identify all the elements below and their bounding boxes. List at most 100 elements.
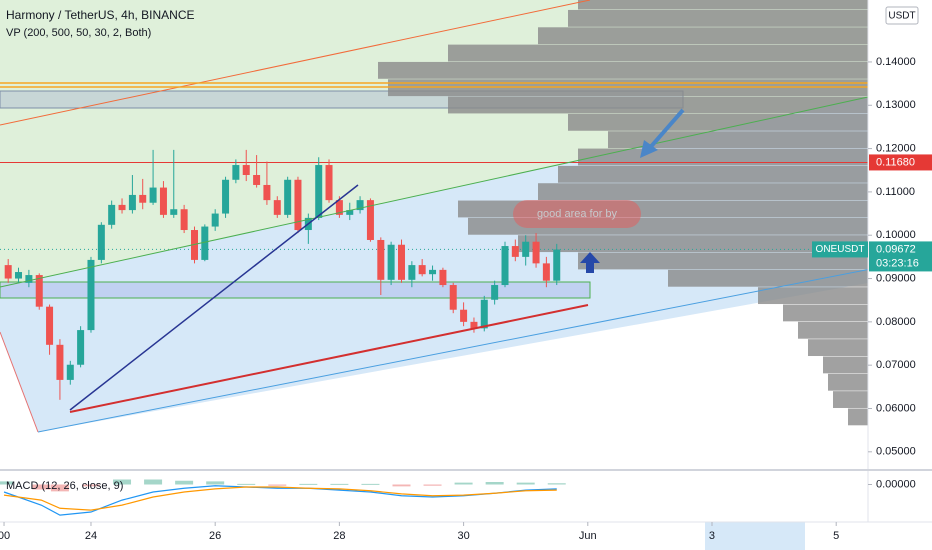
x-tick-label: 26 xyxy=(209,530,221,542)
candle-body xyxy=(366,200,374,240)
macd-histogram xyxy=(0,481,14,485)
candle-body xyxy=(191,230,199,260)
symbol-box xyxy=(812,241,868,258)
candle-body xyxy=(97,224,105,260)
macd-histogram xyxy=(268,484,287,486)
candle-body xyxy=(408,265,416,280)
macd-histogram xyxy=(423,484,442,486)
macd-histogram xyxy=(237,483,256,485)
profile-bar xyxy=(568,113,868,131)
channel-bottom xyxy=(37,256,932,433)
candle-body xyxy=(553,249,561,281)
profile-bar xyxy=(578,0,868,10)
macd-histogram xyxy=(299,483,318,485)
x-tick-label: 24 xyxy=(85,530,97,542)
profile-bar xyxy=(538,27,868,45)
candle-body xyxy=(180,209,188,231)
macd-tick-label: 0.00000 xyxy=(876,478,916,490)
candle-body xyxy=(87,259,95,331)
x-tick-label: 28 xyxy=(333,530,345,542)
candle-body xyxy=(470,321,478,329)
trend-line xyxy=(69,184,359,411)
indicator-label: VP (200, 500, 50, 30, 2, Both) xyxy=(6,27,151,39)
candle-body xyxy=(522,241,530,257)
candle-body xyxy=(149,187,157,203)
candle-body xyxy=(242,165,250,176)
macd-histogram xyxy=(206,481,225,485)
candle-body xyxy=(159,187,167,215)
price-axis xyxy=(868,0,932,550)
profile-bar xyxy=(833,391,868,408)
profile-bar xyxy=(558,165,868,183)
arrow-up xyxy=(586,262,594,273)
y-tick-label: 0.10000 xyxy=(876,229,916,241)
macd-histogram xyxy=(144,479,163,485)
macd-histogram xyxy=(392,484,411,487)
arrow-up-head xyxy=(580,252,600,263)
candle-body xyxy=(263,184,271,201)
candle-body xyxy=(108,204,116,225)
wedge-left xyxy=(0,331,39,433)
candle-body xyxy=(335,200,343,215)
candle-body xyxy=(232,165,240,180)
profile-bar xyxy=(668,269,868,287)
y-tick-label: 0.12000 xyxy=(876,142,916,154)
profile-bar xyxy=(518,235,868,253)
macd-histogram xyxy=(175,480,194,485)
candle-body xyxy=(273,200,281,215)
channel-top xyxy=(0,0,591,126)
x-tick-label: 5 xyxy=(833,530,839,542)
profile-bar xyxy=(783,304,868,322)
candle-body xyxy=(294,179,302,231)
profile-bar xyxy=(568,9,868,27)
candle-body xyxy=(491,285,499,300)
macd-signal-line xyxy=(3,486,557,511)
y-tick-label: 0.05000 xyxy=(876,446,916,458)
candle-body xyxy=(377,239,385,280)
candle-body xyxy=(66,364,74,380)
candle-body xyxy=(35,275,43,307)
candle-body xyxy=(532,241,540,264)
y-tick-label: 0.09000 xyxy=(876,272,916,284)
candle-body xyxy=(511,246,519,257)
profile-bar xyxy=(458,200,868,218)
profile-bar xyxy=(538,183,868,201)
candle-body xyxy=(439,269,447,286)
profile-bar xyxy=(758,287,868,305)
macd-histogram xyxy=(330,483,349,485)
level-label: 0.11680 xyxy=(876,156,915,168)
currency: USDT xyxy=(888,11,915,22)
candle-body xyxy=(346,210,354,215)
macd-histogram xyxy=(81,484,100,487)
macd-histogram xyxy=(516,482,535,485)
currency-box xyxy=(885,6,919,25)
candle-body xyxy=(15,272,23,279)
arrow-down xyxy=(646,108,685,152)
macd-histogram xyxy=(113,479,132,485)
x-tick-label: 30 xyxy=(457,530,469,542)
time-highlight xyxy=(705,522,805,550)
macd-histogram xyxy=(32,484,51,490)
level-label-box xyxy=(869,154,932,171)
candle-body xyxy=(315,165,323,218)
profile-bar xyxy=(798,321,868,339)
candle-body xyxy=(480,299,488,329)
candle-body xyxy=(77,330,85,365)
candle-body xyxy=(418,265,426,275)
candle-body xyxy=(325,165,333,201)
x-tick-label: 00 xyxy=(0,530,10,542)
profile-bar xyxy=(448,44,868,62)
profile-bar xyxy=(823,356,868,374)
candle-body xyxy=(139,194,147,203)
macd-label: MACD (12, 26, close, 9) xyxy=(6,480,123,492)
title: Harmony / TetherUS, 4h, BINANCE xyxy=(6,8,195,22)
candle-body xyxy=(201,226,209,260)
candle-body xyxy=(449,285,457,310)
candle-body xyxy=(460,309,468,322)
candle-body xyxy=(387,244,395,280)
macd-histogram xyxy=(361,483,380,485)
symbol-label: ONEUSDT xyxy=(816,244,865,255)
last-price-box xyxy=(869,241,932,272)
y-tick-label: 0.06000 xyxy=(876,402,916,414)
